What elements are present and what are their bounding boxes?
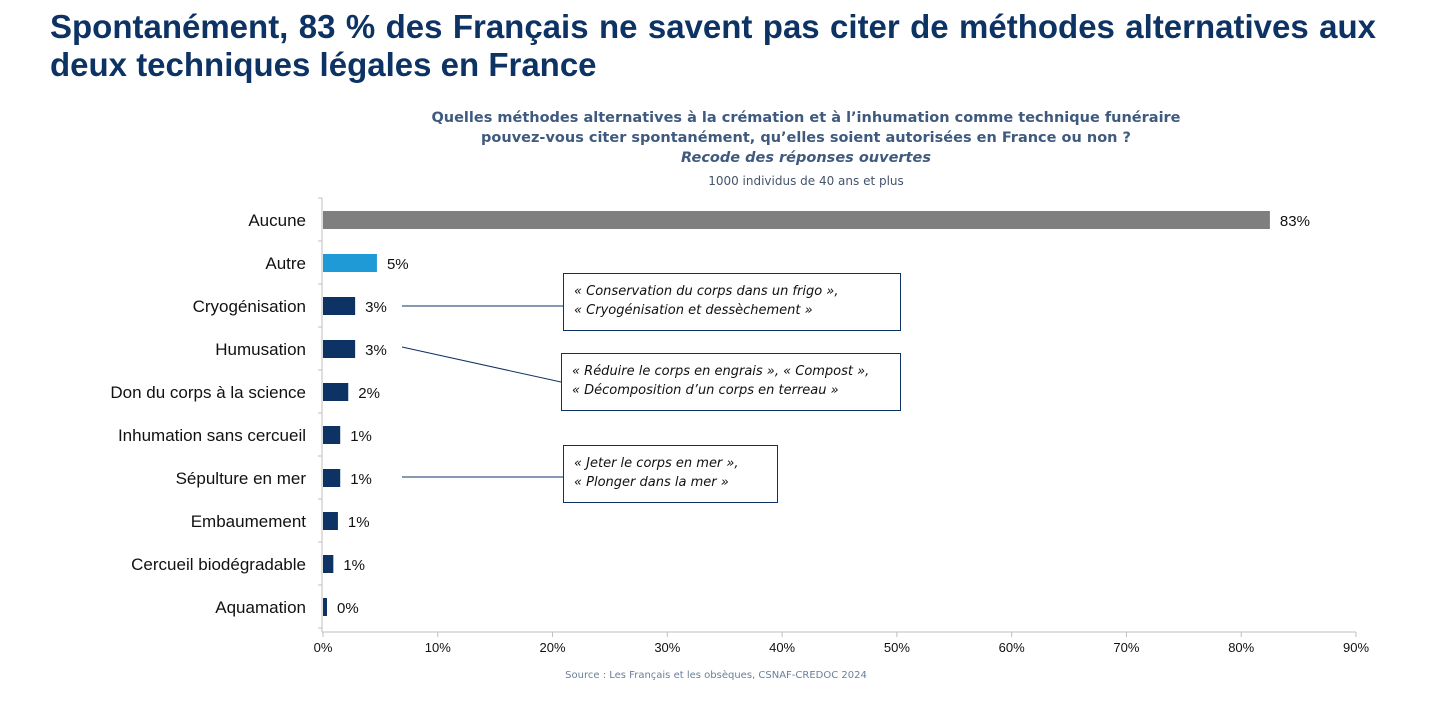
data-label: 5% [387, 256, 409, 273]
data-label: 1% [343, 557, 365, 574]
callout-sepulture-en-mer: « Jeter le corps en mer », « Plonger dan… [563, 445, 778, 503]
source-note: Source : Les Français et les obsèques, C… [565, 670, 867, 681]
question-line-3: Recode des réponses ouvertes [681, 150, 931, 166]
category-label: Embaumement [191, 512, 307, 531]
callout-line: « Décomposition d’un corps en terreau » [572, 383, 839, 398]
bar-s-pulture-en-mer [323, 469, 341, 487]
question-line-1: Quelles méthodes alternatives à la créma… [431, 110, 1181, 126]
x-tick-label: 50% [884, 640, 910, 655]
bar-cryog-nisation [323, 297, 356, 315]
bar-inhumation-sans-cercueil [323, 426, 341, 444]
x-tick-label: 90% [1343, 640, 1369, 655]
category-label: Humusation [215, 340, 306, 359]
x-tick-label: 30% [654, 640, 680, 655]
x-tick-label: 80% [1228, 640, 1254, 655]
data-label: 1% [348, 514, 370, 531]
category-label: Cercueil biodégradable [131, 555, 306, 574]
bar-don-du-corps-la-science [323, 383, 349, 401]
bar-autre [323, 254, 377, 272]
callout-line: « Réduire le corps en engrais », « Compo… [572, 364, 870, 379]
callout-connector [401, 346, 562, 383]
bar-aucune [323, 211, 1270, 229]
callout-line: « Cryogénisation et dessèchement » [574, 303, 813, 318]
x-tick-label: 10% [425, 640, 451, 655]
x-tick-label: 60% [999, 640, 1025, 655]
bar-aquamation [323, 598, 328, 616]
callout-line: « Jeter le corps en mer », [574, 456, 739, 471]
bar-embaumement [323, 512, 338, 530]
data-label: 0% [337, 600, 359, 617]
callout-humusation: « Réduire le corps en engrais », « Compo… [561, 353, 901, 411]
category-label: Aquamation [215, 598, 306, 617]
category-label: Don du corps à la science [110, 383, 306, 402]
category-label: Cryogénisation [193, 297, 306, 316]
category-label: Autre [265, 254, 306, 273]
data-label: 1% [350, 428, 372, 445]
x-tick-label: 20% [540, 640, 566, 655]
callout-line: « Plonger dans la mer » [574, 475, 729, 490]
category-label: Inhumation sans cercueil [118, 426, 306, 445]
callout-line: « Conservation du corps dans un frigo », [574, 284, 839, 299]
category-label: Sépulture en mer [176, 469, 307, 488]
data-label: 2% [358, 385, 380, 402]
question-line-2: pouvez-vous citer spontanément, qu’elles… [481, 130, 1131, 146]
data-label: 83% [1280, 213, 1310, 230]
data-label: 1% [350, 471, 372, 488]
sample-base: 1000 individus de 40 ans et plus [708, 174, 904, 188]
category-label: Aucune [248, 211, 306, 230]
callout-cryogenisation: « Conservation du corps dans un frigo »,… [563, 273, 901, 331]
bar-cercueil-biod-gradable [323, 555, 334, 573]
data-label: 3% [365, 299, 387, 316]
data-label: 3% [365, 342, 387, 359]
x-tick-label: 0% [314, 640, 333, 655]
x-tick-label: 40% [769, 640, 795, 655]
bar-humusation [323, 340, 356, 358]
x-tick-label: 70% [1113, 640, 1139, 655]
page-title: Spontanément, 83 % des Français ne saven… [50, 8, 1376, 83]
